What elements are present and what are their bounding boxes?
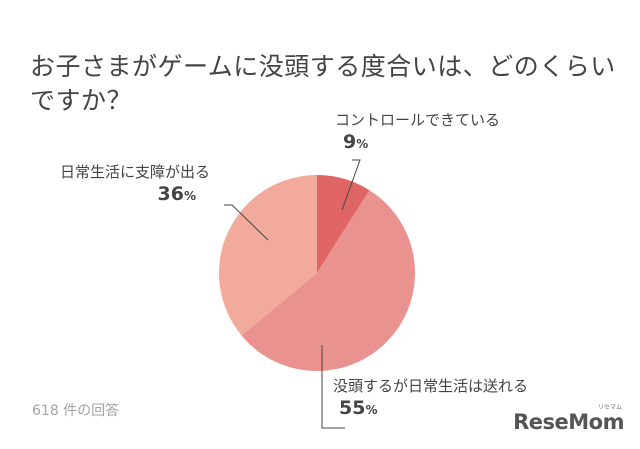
resemom-logo: ReseMom リセマム [513, 404, 624, 434]
chart-title: お子さまがゲームに没頭する度合いは、どのくらいですか？ [30, 52, 616, 115]
response-count: 618 件の回答 [32, 403, 120, 419]
pie-slice-control [317, 175, 370, 273]
label-obstruction: 日常生活に支障が出る 36% [60, 162, 210, 208]
pie-slice-normal-life [241, 190, 415, 371]
pie-slice-obstruction [219, 175, 317, 336]
label-control: コントロールできている 9% [335, 110, 500, 156]
slice-label-obstruction: 日常生活に支障が出る [60, 163, 211, 181]
slice-label-control: コントロールできている [335, 111, 501, 129]
slice-label-normal-life: 没頭するが日常生活は送れる [333, 377, 529, 395]
slice-value-control: 9% [343, 131, 369, 153]
slice-value-normal-life: 55% [339, 397, 378, 419]
leader-line-obstruction [224, 204, 269, 241]
leader-line-control [341, 159, 361, 211]
leader-line-normal-life [321, 345, 345, 429]
label-normal-life: 没頭するが日常生活は送れる 55% [333, 376, 528, 422]
slice-value-obstruction: 36% [157, 183, 197, 205]
